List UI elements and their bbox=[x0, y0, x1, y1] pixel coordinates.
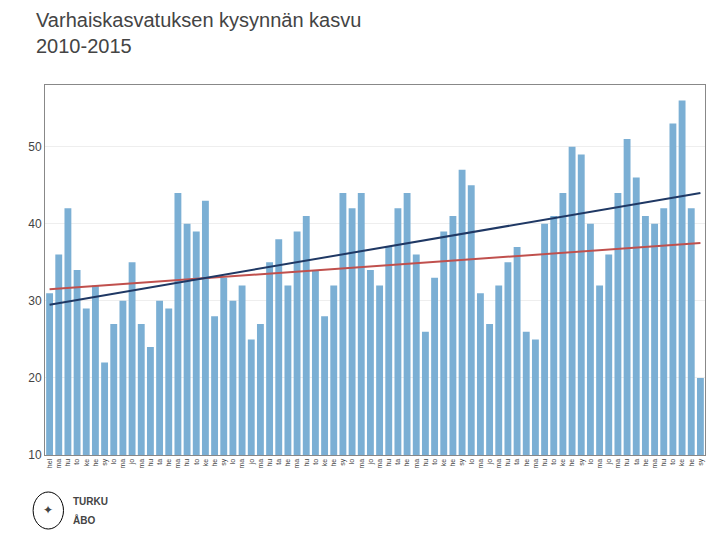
svg-text:hu: hu bbox=[303, 459, 310, 467]
svg-text:jo: jo bbox=[605, 459, 613, 466]
svg-text:ma: ma bbox=[119, 459, 126, 469]
svg-text:hu: hu bbox=[504, 459, 511, 467]
svg-text:ta: ta bbox=[156, 459, 163, 465]
svg-text:30: 30 bbox=[28, 294, 42, 308]
svg-text:lo: lo bbox=[110, 459, 117, 465]
svg-text:✦: ✦ bbox=[43, 503, 53, 517]
svg-text:hu: hu bbox=[183, 459, 190, 467]
svg-text:ma: ma bbox=[614, 459, 621, 469]
svg-text:10: 10 bbox=[28, 448, 42, 462]
svg-text:hu: hu bbox=[541, 459, 548, 467]
svg-text:ke: ke bbox=[202, 459, 209, 467]
svg-text:ma: ma bbox=[138, 459, 145, 469]
svg-text:hu: hu bbox=[266, 459, 273, 467]
svg-text:ke: ke bbox=[321, 459, 328, 467]
svg-text:hu: hu bbox=[422, 459, 429, 467]
svg-text:Varhaiskasvatuksen kysynnän ka: Varhaiskasvatuksen kysynnän kasvu2010-20… bbox=[36, 9, 361, 57]
svg-text:ke: ke bbox=[559, 459, 566, 467]
svg-text:to: to bbox=[193, 459, 200, 465]
svg-text:TURKU: TURKU bbox=[73, 496, 108, 507]
svg-text:ta: ta bbox=[275, 459, 282, 465]
svg-text:ke: ke bbox=[83, 459, 90, 467]
svg-text:he: he bbox=[284, 459, 291, 467]
svg-text:20: 20 bbox=[28, 371, 42, 385]
svg-text:ma: ma bbox=[293, 459, 300, 469]
svg-text:ma: ma bbox=[376, 459, 383, 469]
svg-text:ta: ta bbox=[394, 459, 401, 465]
svg-text:sy: sy bbox=[339, 458, 347, 466]
svg-text:lo: lo bbox=[348, 459, 355, 465]
svg-text:ma: ma bbox=[596, 459, 603, 469]
svg-text:ma: ma bbox=[495, 459, 502, 469]
svg-text:sy: sy bbox=[578, 458, 586, 466]
svg-text:ma: ma bbox=[358, 459, 365, 469]
svg-text:jo: jo bbox=[128, 459, 136, 466]
svg-text:to: to bbox=[669, 459, 676, 465]
svg-text:lo: lo bbox=[587, 459, 594, 465]
svg-text:hu: hu bbox=[385, 459, 392, 467]
svg-text:he: he bbox=[449, 459, 456, 467]
svg-text:ta: ta bbox=[633, 459, 640, 465]
svg-text:ma: ma bbox=[651, 459, 658, 469]
svg-text:sy: sy bbox=[101, 458, 109, 466]
svg-text:ta: ta bbox=[513, 459, 520, 465]
svg-text:ma: ma bbox=[55, 459, 62, 469]
svg-text:hu: hu bbox=[147, 459, 154, 467]
svg-text:hu: hu bbox=[64, 459, 71, 467]
svg-text:ma: ma bbox=[413, 459, 420, 469]
svg-text:50: 50 bbox=[28, 140, 42, 154]
svg-text:ma: ma bbox=[257, 459, 264, 469]
svg-text:lo: lo bbox=[229, 459, 236, 465]
svg-text:to: to bbox=[312, 459, 319, 465]
svg-text:jo: jo bbox=[486, 459, 494, 466]
svg-text:ma: ma bbox=[532, 459, 539, 469]
svg-text:he: he bbox=[165, 459, 172, 467]
svg-text:lo: lo bbox=[468, 459, 475, 465]
svg-text:ma: ma bbox=[174, 459, 181, 469]
svg-text:he: he bbox=[523, 459, 530, 467]
svg-text:he: he bbox=[92, 459, 99, 467]
svg-text:ke: ke bbox=[440, 459, 447, 467]
svg-text:he: he bbox=[688, 459, 695, 467]
svg-text:hu: hu bbox=[623, 459, 630, 467]
svg-text:he: he bbox=[403, 459, 410, 467]
svg-text:he: he bbox=[211, 459, 218, 467]
svg-text:he: he bbox=[642, 459, 649, 467]
svg-text:ma: ma bbox=[238, 459, 245, 469]
svg-text:he: he bbox=[330, 459, 337, 467]
svg-text:to: to bbox=[550, 459, 557, 465]
svg-text:hu: hu bbox=[660, 459, 667, 467]
svg-text:to: to bbox=[431, 459, 438, 465]
svg-text:jo: jo bbox=[248, 459, 256, 466]
svg-text:to: to bbox=[73, 459, 80, 465]
svg-text:ke: ke bbox=[678, 459, 685, 467]
svg-text:he: he bbox=[568, 459, 575, 467]
svg-text:sy: sy bbox=[697, 458, 705, 466]
svg-text:ma: ma bbox=[477, 459, 484, 469]
svg-text:ÅBO: ÅBO bbox=[73, 514, 95, 526]
svg-text:sy: sy bbox=[220, 458, 228, 466]
svg-text:hel: hel bbox=[46, 458, 53, 468]
svg-text:jo: jo bbox=[367, 459, 375, 466]
svg-text:40: 40 bbox=[28, 217, 42, 231]
svg-text:sy: sy bbox=[458, 458, 466, 466]
